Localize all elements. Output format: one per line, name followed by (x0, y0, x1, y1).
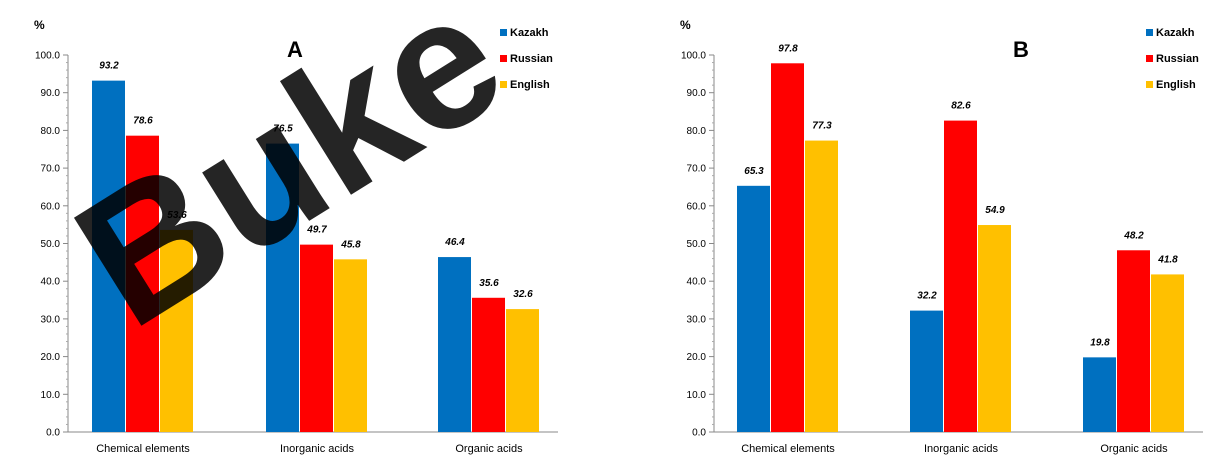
bar-english (334, 259, 367, 432)
bar-english (1151, 274, 1184, 432)
y-axis-label: % (680, 18, 691, 32)
y-tick-label: 50.0 (687, 239, 707, 250)
chart-panel-b: 0.0 10.0 20.0 30.0 40.0 50.0 60.0 70.0 80.0 90.0 1… (680, 18, 1203, 455)
y-tick-label: 80.0 (687, 126, 707, 137)
bar-value-label: 93.2 (99, 61, 119, 72)
y-tick-label: 30.0 (687, 314, 707, 325)
bar-value-label: 76.5 (273, 124, 293, 135)
legend-label: English (1156, 79, 1196, 91)
legend-swatch (500, 29, 507, 36)
bar-value-label: 77.3 (812, 121, 832, 132)
bar-value-label: 48.2 (1123, 230, 1144, 241)
y-tick-label: 10.0 (687, 390, 707, 401)
bar-value-label: 32.2 (917, 291, 937, 302)
x-category-label: Chemical elements (741, 443, 835, 455)
y-tick-label: 90.0 (41, 88, 61, 99)
bar-kazakh (92, 80, 125, 433)
bar-value-label: 19.8 (1090, 337, 1110, 348)
y-tick-label: 40.0 (687, 277, 707, 288)
legend-label: Kazakh (1156, 27, 1195, 39)
x-category-label: Inorganic acids (280, 443, 354, 455)
legend-swatch (500, 55, 507, 62)
bar-english (506, 309, 539, 432)
y-tick-label: 60.0 (687, 201, 707, 212)
legend-swatch (1146, 81, 1153, 88)
legend-label: Russian (510, 53, 553, 65)
y-axis-label: % (34, 18, 45, 32)
panel-letter: B (1013, 37, 1029, 62)
bar-english (805, 140, 838, 433)
y-tick-label: 70.0 (41, 164, 61, 175)
bar-russian (1117, 250, 1150, 432)
y-tick-label: 40.0 (41, 277, 61, 288)
x-category-label: Chemical elements (96, 443, 190, 455)
y-tick-label: 0.0 (692, 428, 706, 439)
bar-value-label: 45.8 (340, 239, 361, 250)
y-tick-label: 20.0 (687, 352, 707, 363)
x-category-label: Organic acids (455, 443, 523, 455)
y-tick-label: 0.0 (46, 428, 60, 439)
bar-kazakh (910, 310, 943, 432)
bar-value-label: 32.6 (513, 289, 533, 300)
bar-value-label: 35.6 (479, 278, 499, 289)
bar-value-label: 54.9 (985, 205, 1005, 216)
bar-russian (771, 63, 804, 432)
bar-russian (944, 120, 977, 433)
y-tick-label: 90.0 (687, 88, 707, 99)
bar-value-label: 82.6 (951, 101, 971, 112)
bar-kazakh (438, 257, 471, 432)
bar-english (160, 229, 193, 432)
bar-value-label: 41.8 (1157, 254, 1178, 265)
y-tick-label: 70.0 (687, 164, 707, 175)
x-category-label: Organic acids (1100, 443, 1168, 455)
legend-label: Russian (1156, 53, 1199, 65)
legend-label: English (510, 79, 550, 91)
bar-value-label: 53.6 (167, 210, 187, 221)
bar-value-label: 97.8 (778, 43, 798, 54)
bar-value-label: 78.6 (133, 116, 153, 127)
bar-value-label: 46.4 (444, 237, 465, 248)
y-tick-label: 30.0 (41, 314, 61, 325)
legend-swatch (1146, 29, 1153, 36)
legend-swatch (500, 81, 507, 88)
bar-russian (126, 135, 159, 433)
x-category-label: Inorganic acids (924, 443, 998, 455)
bar-kazakh (266, 143, 299, 432)
legend-label: Kazakh (510, 27, 549, 39)
bar-russian (300, 244, 333, 432)
bar-value-label: 49.7 (306, 225, 327, 236)
y-tick-label: 10.0 (41, 390, 61, 401)
y-tick-label: 100.0 (681, 51, 706, 62)
bar-russian (472, 297, 505, 432)
chart-panel-a: 0.0 10.0 20.0 30.0 40.0 50.0 60.0 70.0 80.0 90.0 1… (34, 18, 558, 455)
y-tick-label: 60.0 (41, 201, 61, 212)
bar-kazakh (737, 185, 770, 432)
y-tick-label: 100.0 (35, 51, 60, 62)
bar-kazakh (1083, 357, 1116, 432)
y-tick-label: 50.0 (41, 239, 61, 250)
legend-swatch (1146, 55, 1153, 62)
y-tick-label: 80.0 (41, 126, 61, 137)
bar-english (978, 225, 1011, 432)
panel-letter: A (287, 37, 303, 62)
bar-value-label: 65.3 (744, 166, 764, 177)
y-tick-label: 20.0 (41, 352, 61, 363)
